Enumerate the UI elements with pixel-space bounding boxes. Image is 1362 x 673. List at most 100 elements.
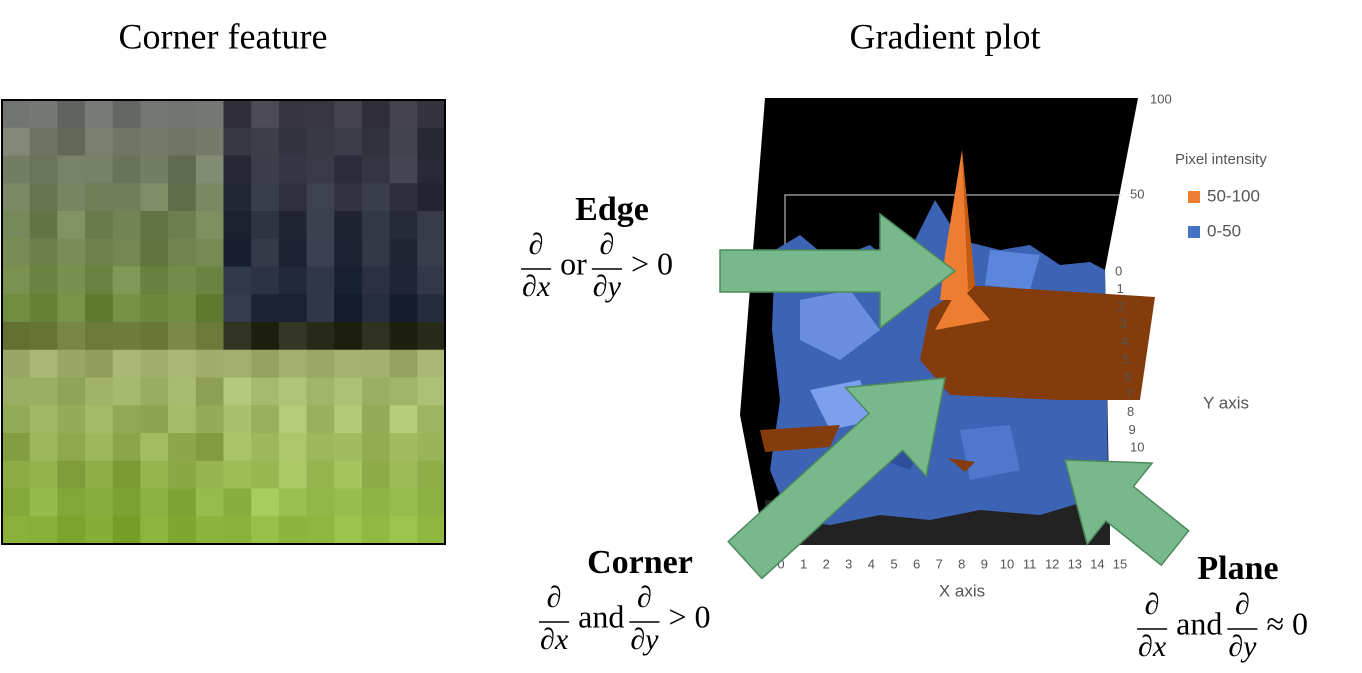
x-tick-label: 10	[1000, 556, 1014, 571]
pixel	[334, 377, 363, 406]
z-tick-label: 50	[1130, 186, 1144, 201]
pixel-image	[2, 100, 446, 545]
pixel	[223, 211, 252, 240]
pixel	[361, 516, 391, 545]
pixel	[278, 433, 308, 462]
pixel	[2, 460, 31, 489]
pixel	[417, 155, 446, 184]
pixel	[29, 266, 58, 295]
pixel	[140, 183, 169, 212]
pixel	[29, 183, 58, 212]
pixel	[334, 183, 363, 212]
pixel	[2, 433, 31, 462]
pixel	[278, 294, 308, 323]
pixel	[334, 460, 363, 489]
pixel	[306, 516, 335, 545]
pixel	[278, 377, 308, 406]
pixel	[57, 488, 86, 517]
pixel	[306, 266, 335, 295]
pixel	[85, 266, 114, 295]
pixel	[29, 377, 58, 406]
right-title: Gradient plot	[850, 16, 1041, 56]
pixel	[85, 488, 114, 517]
pixel	[168, 322, 197, 351]
pixel	[278, 488, 308, 517]
pixel	[168, 349, 197, 378]
pixel	[195, 294, 224, 323]
pixel	[361, 266, 391, 295]
pixel	[278, 238, 308, 267]
pixel	[2, 488, 31, 517]
y-tick-label: 1	[1117, 281, 1124, 296]
pixel	[140, 377, 169, 406]
pixel	[417, 127, 446, 156]
pixel	[389, 349, 418, 378]
pixel	[140, 460, 169, 489]
pixel	[389, 460, 418, 489]
pixel	[112, 127, 141, 156]
pixel	[85, 405, 114, 434]
pixel	[334, 266, 363, 295]
facet	[960, 425, 1020, 480]
formula-text: ≈ 0	[1266, 605, 1308, 641]
brown-strip	[760, 425, 840, 452]
pixel	[417, 377, 446, 406]
denominator: ∂x	[522, 270, 551, 303]
pixel	[112, 433, 141, 462]
pixel	[223, 516, 252, 545]
x-tick-label: 11	[1023, 556, 1037, 571]
pixel	[251, 516, 280, 545]
pixel	[417, 294, 446, 323]
pixel	[57, 211, 86, 240]
pixel	[223, 127, 252, 156]
pixel	[251, 349, 280, 378]
pixel	[85, 238, 114, 267]
pixel	[278, 211, 308, 240]
x-tick-label: 6	[913, 556, 920, 571]
pixel	[334, 349, 363, 378]
pixel	[334, 100, 363, 129]
image-border	[1, 99, 446, 545]
numerator: ∂	[1235, 588, 1250, 621]
pixel	[306, 127, 335, 156]
pixel	[361, 433, 391, 462]
pixel	[223, 405, 252, 434]
pixel	[195, 238, 224, 267]
pixel	[112, 516, 141, 545]
pixel	[417, 266, 446, 295]
legend-swatch	[1188, 226, 1200, 238]
pixel	[334, 238, 363, 267]
x-tick-label: 9	[981, 556, 988, 571]
pixel	[195, 516, 224, 545]
pixel	[251, 322, 280, 351]
pixel	[361, 100, 391, 129]
pixel	[168, 266, 197, 295]
pixel	[2, 155, 31, 184]
pixel	[29, 516, 58, 545]
pixel	[57, 100, 86, 129]
pixel	[57, 238, 86, 267]
pixel	[2, 183, 31, 212]
z-tick-label: 100	[1150, 91, 1172, 106]
pixel	[223, 322, 252, 351]
numerator: ∂	[599, 228, 614, 261]
pixel	[195, 488, 224, 517]
y-tick-label: 2	[1118, 299, 1125, 314]
pixel	[251, 294, 280, 323]
pixel	[417, 211, 446, 240]
pixel	[251, 460, 280, 489]
numerator: ∂	[547, 581, 562, 614]
pixel	[223, 294, 252, 323]
arrow	[719, 212, 957, 330]
brown-strip	[948, 458, 975, 472]
pixel	[389, 211, 418, 240]
pixel	[2, 516, 31, 545]
pixel	[57, 349, 86, 378]
pixel	[2, 211, 31, 240]
pixel	[334, 155, 363, 184]
pixel	[417, 433, 446, 462]
pixel	[168, 155, 197, 184]
pixel	[85, 294, 114, 323]
pixel	[140, 349, 169, 378]
pixel	[361, 211, 391, 240]
